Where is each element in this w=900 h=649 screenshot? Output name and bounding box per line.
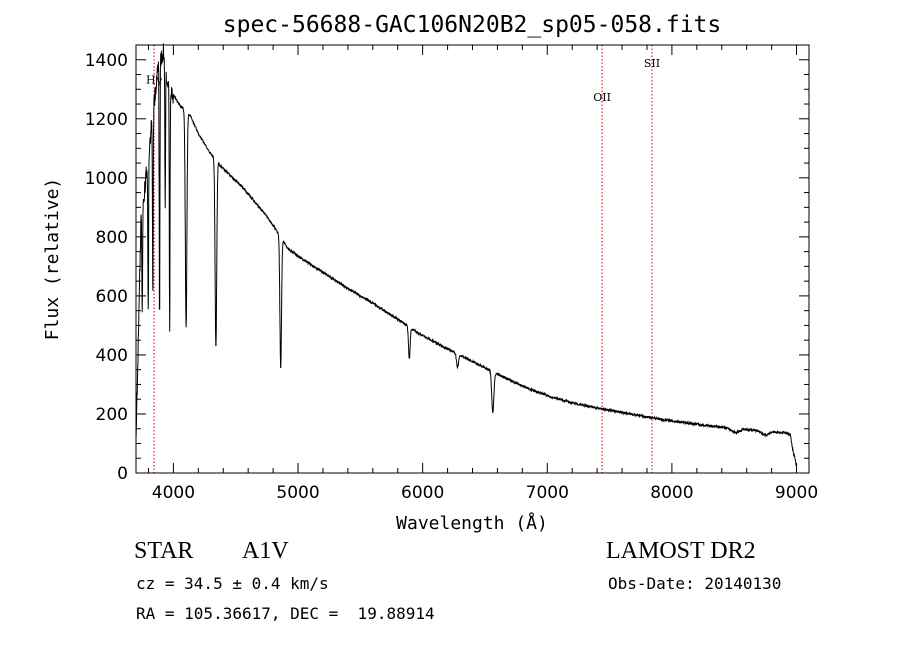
x-tick-label: 8000 — [650, 483, 693, 503]
x-tick-label: 4000 — [152, 483, 195, 503]
chart-title: spec-56688-GAC106N20B2_sp05-058.fits — [223, 12, 722, 38]
object-subclass: A1V — [242, 538, 289, 564]
y-tick-label: 200 — [96, 405, 128, 425]
marker-label: Hγ — [146, 73, 163, 86]
spectrum-line — [135, 43, 797, 467]
x-axis-ticks: 4000 5000 6000 7000 8000 9000 — [147, 45, 818, 503]
x-tick-label: 9000 — [775, 483, 818, 503]
y-tick-label: 1400 — [85, 51, 128, 71]
y-tick-label: 600 — [96, 287, 128, 307]
y-tick-label: 0 — [117, 464, 128, 484]
y-axis-ticks: 0 200 400 600 800 1000 1200 1400 — [85, 44, 809, 484]
obs-date: Obs-Date: 20140130 — [608, 574, 782, 593]
y-tick-label: 1200 — [85, 110, 128, 130]
marker-label: SII — [644, 57, 660, 70]
plot-frame — [135, 44, 810, 474]
marker-lines — [153, 45, 653, 473]
object-class: STAR — [134, 538, 194, 564]
marker-labels: Hγ OII SII — [146, 57, 660, 104]
x-tick-label: 6000 — [401, 483, 444, 503]
y-tick-label: 400 — [96, 346, 128, 366]
y-tick-label: 800 — [96, 228, 128, 248]
marker-label: OII — [593, 91, 611, 104]
survey-label: LAMOST DR2 — [606, 538, 756, 564]
redshift-text: cz = 34.5 ± 0.4 km/s — [136, 574, 329, 593]
y-axis-label: Flux (relative) — [42, 178, 63, 341]
y-tick-label: 1000 — [85, 169, 128, 189]
coordinates-text: RA = 105.36617, DEC = 19.88914 — [136, 604, 435, 623]
x-tick-label: 5000 — [276, 483, 319, 503]
x-tick-label: 7000 — [526, 483, 569, 503]
x-axis-label: Wavelength (Å) — [396, 512, 548, 534]
